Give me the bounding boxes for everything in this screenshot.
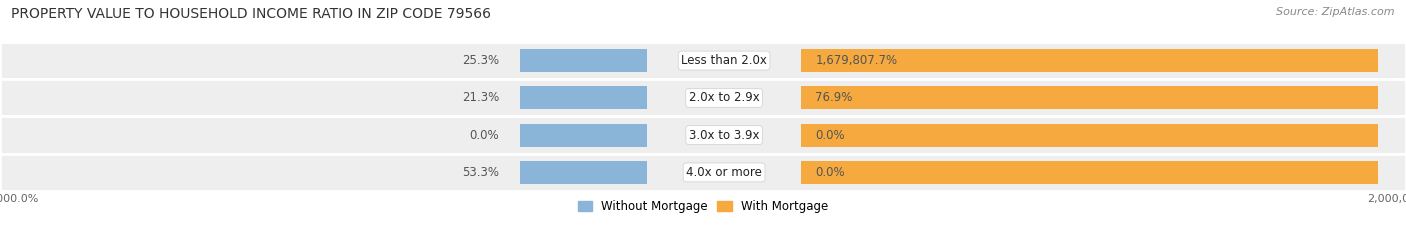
Text: 0.0%: 0.0% xyxy=(815,129,845,142)
Text: 1,679,807.7%: 1,679,807.7% xyxy=(815,54,897,67)
Bar xyxy=(801,86,1378,110)
Text: 0.0%: 0.0% xyxy=(815,166,845,179)
Bar xyxy=(0,154,1406,191)
Text: 21.3%: 21.3% xyxy=(463,91,499,104)
Text: 3.0x to 3.9x: 3.0x to 3.9x xyxy=(689,129,759,142)
Text: 53.3%: 53.3% xyxy=(463,166,499,179)
Bar xyxy=(0,42,1406,79)
Bar xyxy=(801,161,1378,184)
Bar xyxy=(0,116,1406,154)
Bar xyxy=(801,49,1378,72)
Bar xyxy=(520,49,647,72)
Text: Source: ZipAtlas.com: Source: ZipAtlas.com xyxy=(1277,7,1395,17)
Bar xyxy=(520,86,647,110)
Text: 0.0%: 0.0% xyxy=(470,129,499,142)
Bar xyxy=(520,161,647,184)
Legend: Without Mortgage, With Mortgage: Without Mortgage, With Mortgage xyxy=(574,195,832,218)
Text: 2.0x to 2.9x: 2.0x to 2.9x xyxy=(689,91,759,104)
Text: PROPERTY VALUE TO HOUSEHOLD INCOME RATIO IN ZIP CODE 79566: PROPERTY VALUE TO HOUSEHOLD INCOME RATIO… xyxy=(11,7,491,21)
Bar xyxy=(520,123,647,147)
Text: Less than 2.0x: Less than 2.0x xyxy=(681,54,768,67)
Text: 25.3%: 25.3% xyxy=(463,54,499,67)
Text: 4.0x or more: 4.0x or more xyxy=(686,166,762,179)
Bar xyxy=(0,79,1406,116)
Bar xyxy=(801,123,1378,147)
Text: 76.9%: 76.9% xyxy=(815,91,853,104)
